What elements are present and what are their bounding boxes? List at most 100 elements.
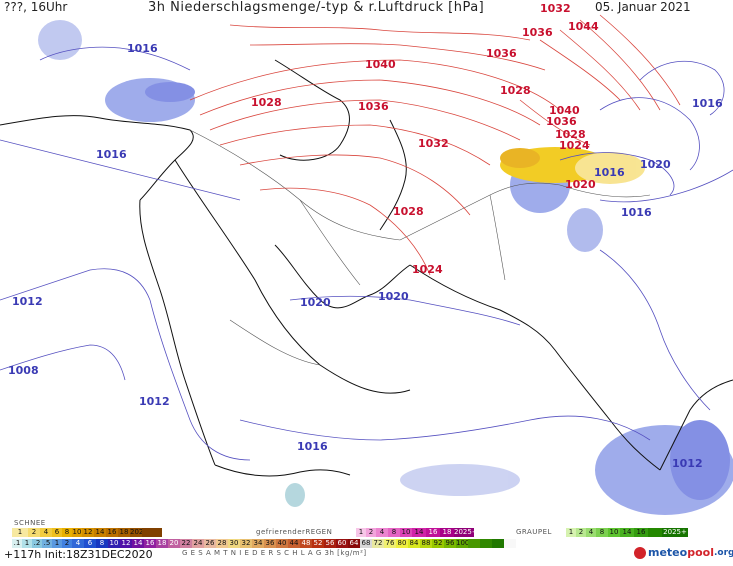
pressure-label: 1028 xyxy=(393,205,424,218)
legend-swatch xyxy=(504,539,516,548)
isobar-blue-4 xyxy=(149,299,251,461)
legend-caption-total: G E S A M T N I E D E R S C H L A G 3h [… xyxy=(182,549,367,557)
isobar-red-13 xyxy=(519,99,591,146)
coast-bay-bengal xyxy=(659,379,733,471)
pressure-label: 1020 xyxy=(565,178,596,191)
pressure-label: 1036 xyxy=(522,26,553,39)
legend-total-precip: .1 1 .2 .5 1 2 4 6 8 10 12 14 16 18 20 2… xyxy=(12,539,648,548)
isobar-red-6 xyxy=(259,187,431,276)
pressure-label: 1012 xyxy=(139,395,170,408)
pressure-label: 1020 xyxy=(300,296,331,309)
rain-patch-south-core xyxy=(670,420,730,500)
meteopool-logo[interactable]: meteo pool .org xyxy=(634,546,733,559)
pressure-label: 1012 xyxy=(672,457,703,470)
legend-swatch: 18 xyxy=(156,539,168,548)
logo-text-part2: pool xyxy=(687,546,714,559)
legend-swatch: 44 xyxy=(288,539,300,548)
isobar-blue-8 xyxy=(559,152,675,196)
pressure-label: 1032 xyxy=(418,137,449,150)
legend-swatch: 10 xyxy=(608,528,620,537)
pressure-label: 1032 xyxy=(540,2,571,15)
snow-patch-core xyxy=(500,148,540,168)
pressure-label: 1044 xyxy=(568,20,599,33)
pressure-label: 1024 xyxy=(412,263,443,276)
isobar-blue-10 xyxy=(599,97,700,171)
pressure-label: 1016 xyxy=(96,148,127,161)
legend-swatch xyxy=(492,539,504,548)
legend-swatch: .1 xyxy=(12,539,22,548)
isobar-red-9 xyxy=(539,39,621,101)
coast-black-sea xyxy=(274,59,350,161)
legend-swatch: 1 xyxy=(12,528,28,537)
legend-swatch: 18 xyxy=(118,528,130,537)
legend-swatch: 10 xyxy=(72,528,82,537)
legend-swatch: 2 xyxy=(28,528,40,537)
legend-swatch: 2025+ xyxy=(130,528,142,537)
rain-patch-ganges xyxy=(567,208,603,252)
legend-swatch: 22 xyxy=(180,539,192,548)
legend-swatch: 84 xyxy=(408,539,420,548)
rain-patch-turkey-core xyxy=(145,82,195,102)
snow-patch-east xyxy=(575,152,645,184)
isobar-red-8 xyxy=(249,43,546,71)
pressure-label: 1016 xyxy=(594,166,625,179)
pressure-label: 1020 xyxy=(640,158,671,171)
isobar-blue-3 xyxy=(0,344,126,381)
legend-swatch: 6 xyxy=(84,539,96,548)
coast-persian-gulf xyxy=(274,244,411,309)
rain-patch-balkans xyxy=(38,20,82,60)
pressure-label: 1016 xyxy=(621,206,652,219)
legend-swatch xyxy=(468,539,480,548)
isobar-blue-5 xyxy=(239,415,651,441)
pressure-label: 1016 xyxy=(127,42,158,55)
legend-swatch: 2 xyxy=(366,528,376,537)
legend-swatch: 14 xyxy=(412,528,426,537)
legend-swatch: 92 xyxy=(432,539,444,548)
legend-swatch: 2 xyxy=(576,528,586,537)
coastlines xyxy=(0,59,733,477)
pressure-label: 1028 xyxy=(251,96,282,109)
legend-freezing-rain: 1 2 4 8 10 14 16 18 2025+ xyxy=(356,528,506,537)
coast-mediterranean xyxy=(0,115,194,201)
legend-swatch: 68 xyxy=(360,539,372,548)
border-6 xyxy=(229,319,321,366)
isobar-blue-12 xyxy=(39,46,191,71)
legend-swatch xyxy=(480,539,492,548)
pressure-label: 1008 xyxy=(8,364,39,377)
legend-swatch: 88 xyxy=(420,539,432,548)
logo-text-part1: meteo xyxy=(648,546,688,559)
isobar-red-11 xyxy=(579,19,661,111)
pressure-label: 1012 xyxy=(12,295,43,308)
pressure-label: 1036 xyxy=(358,100,389,113)
border-2 xyxy=(299,199,361,286)
pressure-label: 1028 xyxy=(500,84,531,97)
run-info: +117h Init:18Z31DEC2020 xyxy=(4,548,153,561)
legend-swatch: 60 xyxy=(336,539,348,548)
legend-swatch: 30 xyxy=(228,539,240,548)
border-1 xyxy=(189,129,401,241)
legend-swatch: 8 xyxy=(596,528,608,537)
border-5 xyxy=(559,184,651,198)
legend-swatch xyxy=(648,528,662,537)
legend-swatch: 6 xyxy=(52,528,62,537)
legend-swatch: 8 xyxy=(96,539,108,548)
legend-swatch: 4 xyxy=(586,528,596,537)
pressure-label: 1040 xyxy=(365,58,396,71)
legend-swatch: 26 xyxy=(204,539,216,548)
legend-snow: 1 2 4 6 8 10 12 14 16 18 2025+ xyxy=(12,528,240,537)
legend-swatch: 16 xyxy=(144,539,156,548)
legend-swatch: 2025+ xyxy=(454,528,474,537)
legend-caption-freezing-rain: gefrierenderREGEN xyxy=(256,528,333,536)
legend-swatch: 64 xyxy=(348,539,360,548)
legend-swatch: 12 xyxy=(82,528,94,537)
isobar-blue-11 xyxy=(599,249,711,411)
pressure-label: 1036 xyxy=(486,47,517,60)
border-4 xyxy=(489,194,506,281)
legend-swatch: 4 xyxy=(72,539,84,548)
isobar-red-5 xyxy=(239,154,471,216)
legend-swatch: .5 xyxy=(42,539,52,548)
isobar-blue-9 xyxy=(639,60,725,116)
legend-swatch: 96 xyxy=(444,539,456,548)
legend-swatch: 24 xyxy=(192,539,204,548)
